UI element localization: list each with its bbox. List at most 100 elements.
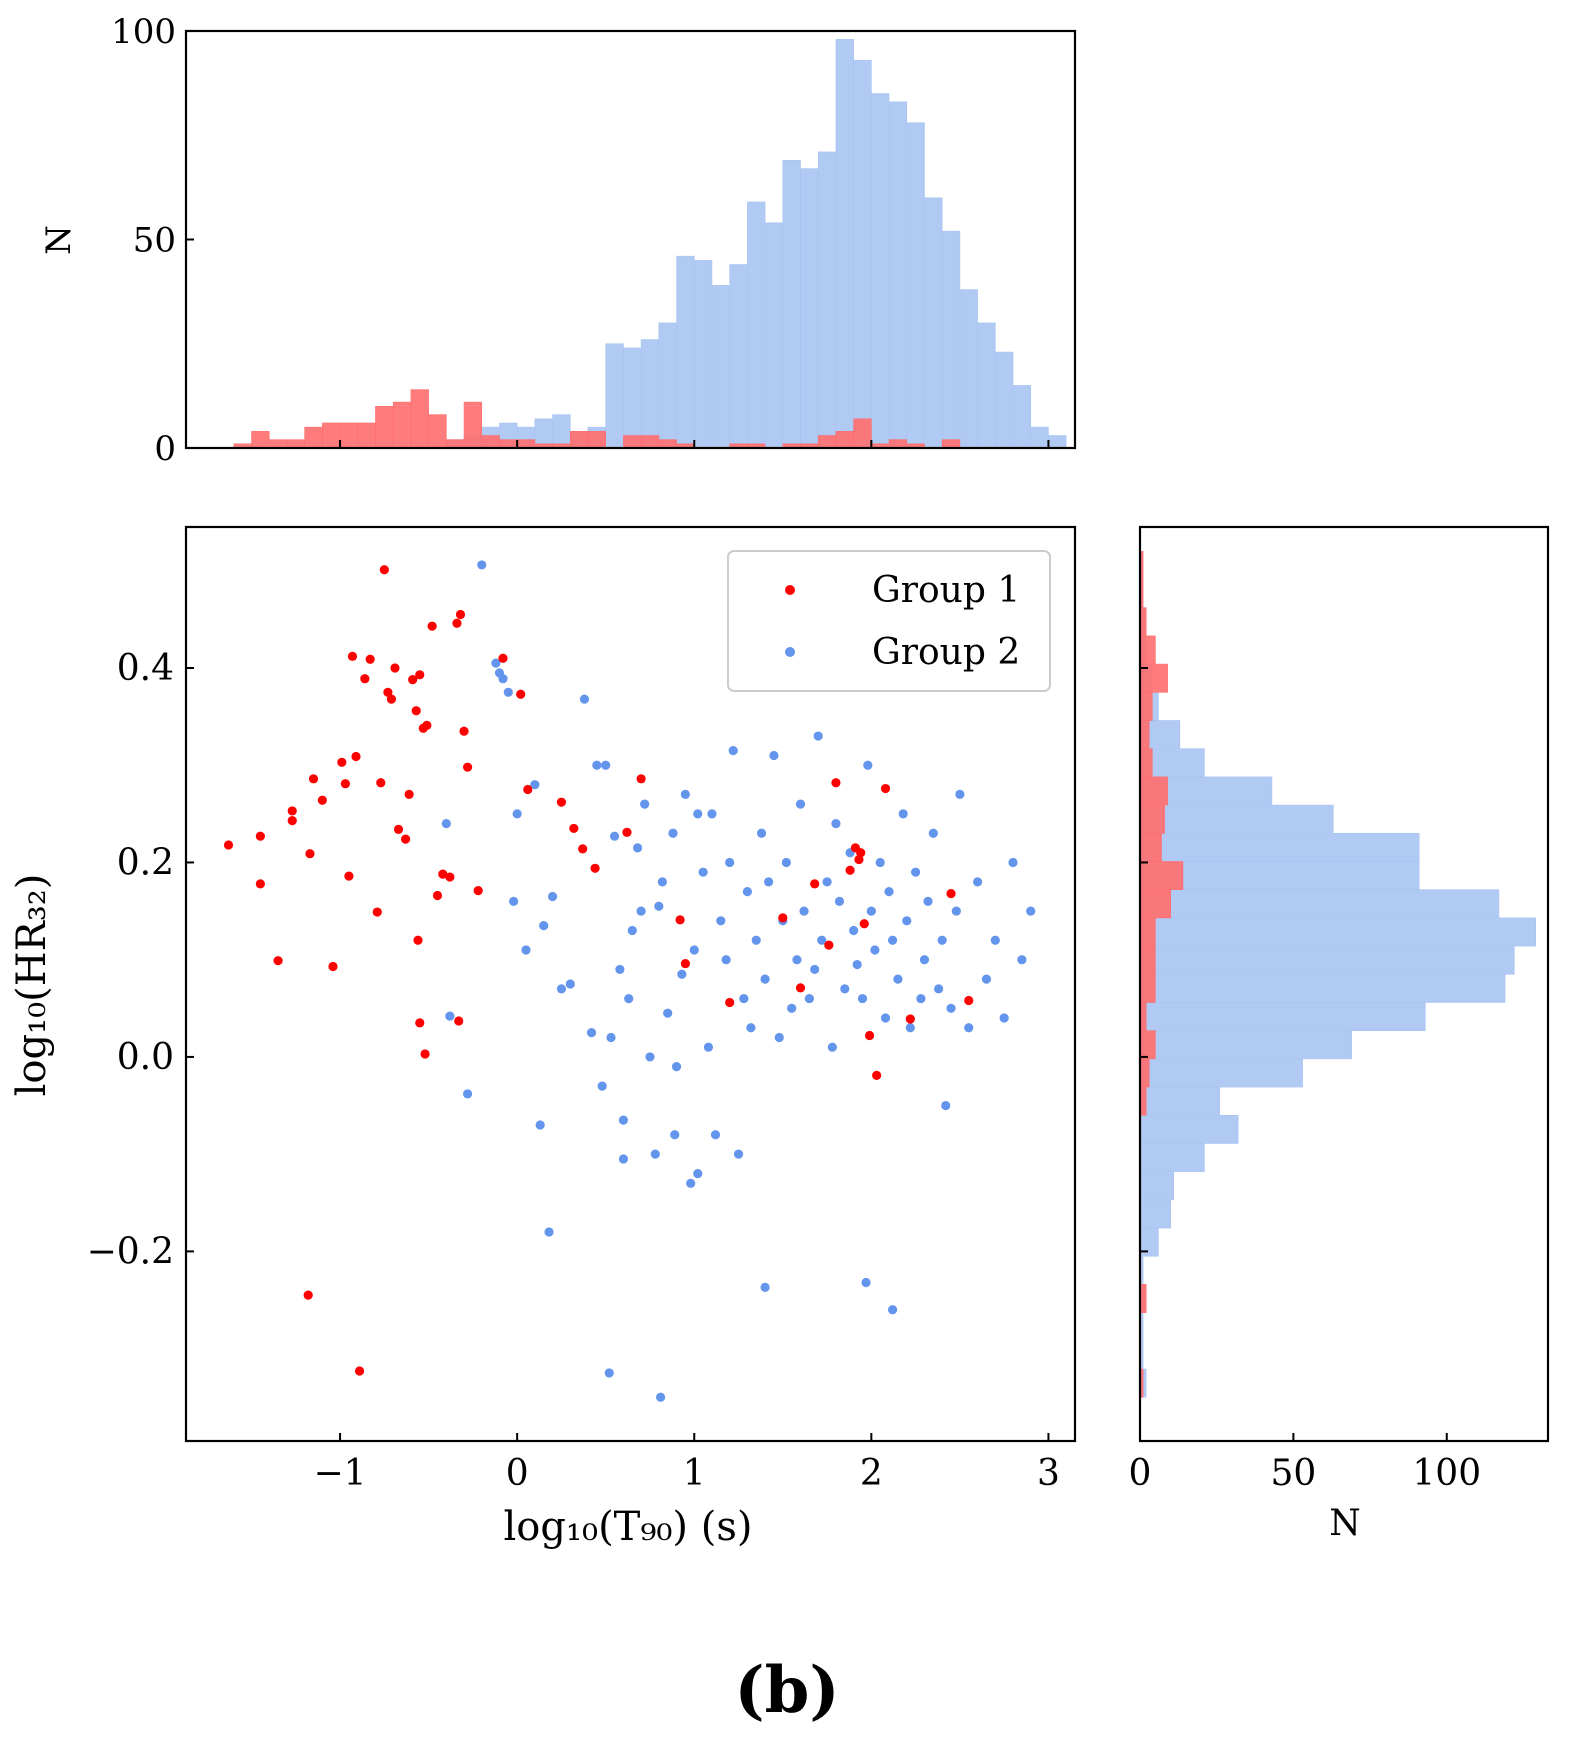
group1-point <box>223 840 234 850</box>
group2-point <box>698 867 708 877</box>
top-group2-bar <box>906 122 925 449</box>
group2-point <box>654 901 664 911</box>
right-group1-bar <box>1139 776 1168 806</box>
group2-point <box>650 1149 660 1159</box>
scatter-xtick-label: 2 <box>860 1453 883 1494</box>
top-group1-bar <box>428 414 447 449</box>
legend-marker-group2 <box>785 647 795 657</box>
group2-point <box>707 809 717 819</box>
scatter-xlabel: log₁₀(T₉₀) (s) <box>504 1504 753 1550</box>
group2-point <box>760 974 770 984</box>
top-group2-bar <box>995 351 1014 449</box>
group2-point <box>535 1120 545 1130</box>
right-group2-bar <box>1139 917 1537 947</box>
group2-point <box>870 945 880 955</box>
top-ytick-label: 100 <box>111 12 176 52</box>
right-group1-bars <box>1139 551 1184 1398</box>
group2-point <box>693 809 703 819</box>
legend: Group 1 Group 2 <box>727 550 1051 692</box>
group2-point <box>799 906 809 916</box>
right-histogram: 0 50 100 N <box>1129 525 1550 1544</box>
right-group1-bar <box>1139 861 1184 890</box>
top-group2-bar <box>729 264 748 449</box>
group1-point <box>255 879 265 889</box>
group1-point <box>287 806 297 816</box>
top-group1-bar <box>446 439 465 449</box>
right-xtick-label: 50 <box>1270 1453 1316 1494</box>
group2-point <box>618 1154 629 1164</box>
group2-point <box>636 906 646 916</box>
group2-point <box>972 877 983 887</box>
group2-point <box>716 916 726 926</box>
group1-point <box>422 720 432 730</box>
group1-point <box>636 774 646 784</box>
group1-point <box>347 651 358 661</box>
top-group2-bar <box>959 289 978 449</box>
group2-point <box>721 955 731 965</box>
scatter-xtick-label: 3 <box>1037 1453 1060 1494</box>
group2-point <box>624 993 634 1004</box>
group1-point <box>415 670 425 680</box>
group2-point <box>911 867 921 877</box>
group2-point <box>834 896 845 906</box>
top-group1-bar <box>357 422 376 449</box>
group2-point <box>657 877 667 887</box>
group1-point <box>946 888 956 899</box>
scatter-ytick-label: −0.2 <box>87 1231 174 1272</box>
top-group2-bar <box>1012 385 1032 449</box>
right-axes-frame <box>1138 525 1550 1443</box>
group1-point <box>622 827 632 837</box>
group1-point <box>569 823 579 834</box>
group1-point <box>337 757 347 767</box>
group1-point <box>317 795 327 805</box>
right-group2-bar <box>1139 889 1500 919</box>
right-group2-bar <box>1139 804 1334 834</box>
group2-point <box>804 993 814 1004</box>
group1-point <box>383 687 393 697</box>
right-group2-bar <box>1139 973 1506 1003</box>
top-group1-bar <box>516 439 536 449</box>
group2-point <box>893 974 903 984</box>
group1-points <box>223 565 974 1376</box>
group2-point <box>670 1130 680 1140</box>
top-group1-bar <box>410 389 429 449</box>
top-group2-bar <box>658 322 677 449</box>
group2-point <box>491 658 501 668</box>
group2-point <box>509 896 519 906</box>
top-group1-bar <box>251 431 270 449</box>
group1-point <box>390 663 400 673</box>
group1-point <box>810 879 820 889</box>
right-group1-bar <box>1139 748 1153 778</box>
group2-point <box>477 560 487 570</box>
group2-point <box>934 984 944 994</box>
legend-box <box>727 550 1051 692</box>
right-group2-bar <box>1139 1030 1352 1060</box>
group2-point <box>742 887 752 897</box>
right-group2-bars <box>1139 551 1537 1398</box>
group1-point <box>498 653 508 663</box>
group2-point <box>861 1277 871 1288</box>
group1-point <box>445 872 455 882</box>
group2-point <box>756 828 767 838</box>
group1-point <box>303 1290 313 1300</box>
group1-point <box>473 886 483 896</box>
group1-point <box>404 789 414 799</box>
group1-point <box>393 824 404 834</box>
group2-point <box>827 1042 837 1052</box>
group1-point <box>411 706 421 716</box>
group2-point <box>781 857 791 868</box>
right-group2-bar <box>1139 1086 1221 1116</box>
group1-point <box>856 848 866 858</box>
scatter-ticks: −1 0 1 2 3 −0.2 0.0 0.2 0.4 <box>87 648 1060 1494</box>
group2-point <box>739 993 749 1004</box>
right-group1-bar <box>1139 973 1156 1003</box>
group2-point <box>632 843 643 853</box>
top-group2-bar <box>747 201 766 449</box>
group2-point <box>725 857 735 868</box>
scatter-plot: −1 0 1 2 3 −0.2 0.0 0.2 0.4 Group 1 Group 2 log₁… <box>9 525 1077 1550</box>
group2-point <box>601 760 611 770</box>
legend-marker-group1 <box>785 585 795 595</box>
group2-point <box>710 1130 721 1140</box>
group2-point <box>999 1013 1009 1023</box>
